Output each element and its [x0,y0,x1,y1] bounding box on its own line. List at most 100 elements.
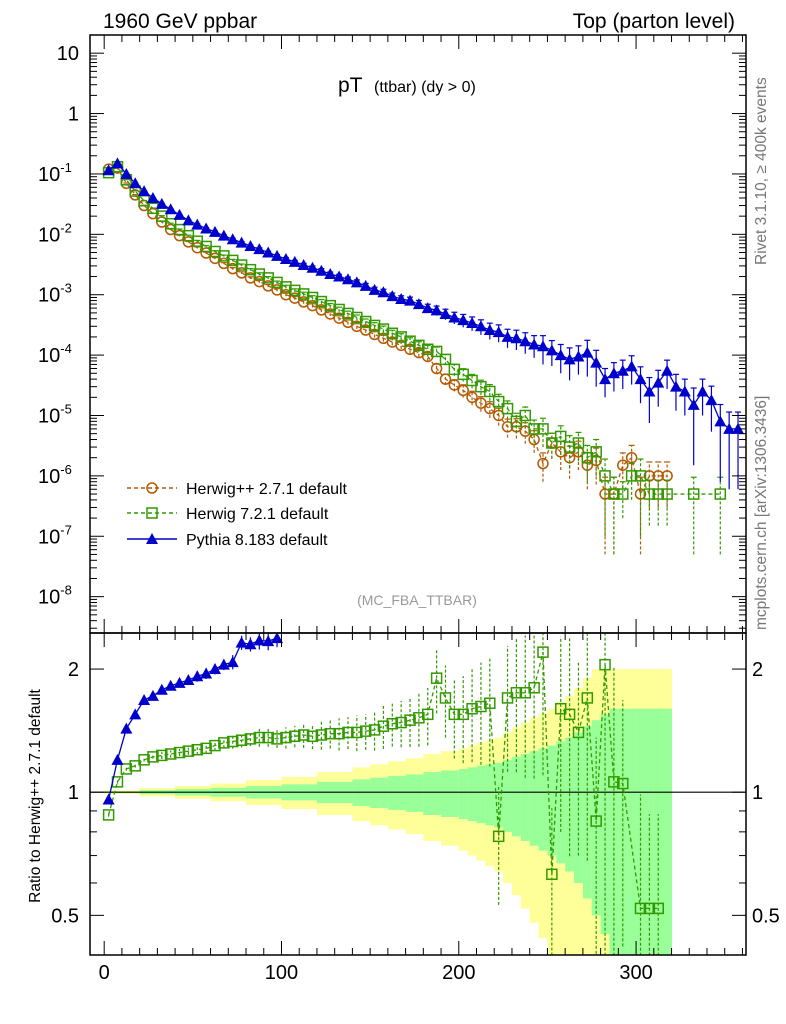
ratio-data-point [342,726,354,739]
plot-title: pT (ttbar) (dy > 0) [338,74,476,97]
ratio-series-0 [102,633,664,955]
main-ytick-label: 10-6 [38,462,72,488]
data-point [368,319,381,332]
mc-band-inner [503,759,513,832]
main-ytick-label: 10-2 [38,220,72,246]
ratio-data-point [563,708,576,721]
data-point [439,353,452,366]
data-point [581,451,594,464]
mc-band-inner [458,768,469,820]
data-point [563,441,576,453]
ratio-data-point [120,722,133,734]
data-point [669,380,682,392]
data-point [643,385,656,397]
data-point [333,270,346,282]
ratio-data-point [244,733,257,745]
legend-label-herwigpp: Herwig++ 2.7.1 default [186,481,348,498]
header-right: Top (parton level) [573,10,735,33]
data-point [404,294,417,306]
ratio-data-point [430,672,443,684]
data-point [590,446,602,458]
data-point [599,373,612,385]
data-point [466,374,478,387]
data-point [705,394,718,406]
ratio-data-point [156,749,168,762]
data-point [288,255,301,267]
data-point [617,459,629,471]
ratio-data-point [271,733,283,745]
data-point [191,241,204,254]
data-point [182,236,195,248]
data-point [625,360,638,372]
data-point [545,344,558,356]
legend-item-herwig7: Herwig 7.2.1 default [127,506,329,523]
ratio-data-point [537,646,549,658]
data-point [289,284,301,297]
ratio-data-point [253,731,266,744]
ratio-data-point [102,793,115,805]
data-point [643,470,656,482]
data-point [359,279,372,291]
ratio-data-point [572,726,585,739]
data-point [359,315,372,328]
data-point [536,340,549,352]
mc-band-inner [485,764,495,826]
ratio-data-point [129,708,142,720]
mc-band-inner [476,765,486,824]
data-point [439,307,452,319]
data-point [501,402,514,415]
data-point [306,261,319,273]
mc-band-inner [547,745,557,856]
ratio-data-point [120,763,133,775]
ratio-ytick-label-left: 2 [68,659,79,681]
data-point [377,286,390,298]
legend-marker-herwigpp [146,482,158,494]
ratio-data-point [164,748,177,760]
main-ytick-label: 10-3 [38,281,72,307]
ratio-data-point [439,692,452,704]
main-ytick-label: 10 [57,43,79,65]
ratio-data-point [164,679,177,691]
mc-band-inner [467,767,478,822]
data-point [510,415,523,428]
mc-band-inner [556,741,566,864]
header-left: 1960 GeV ppbar [103,10,257,33]
data-point [457,314,470,326]
main-ytick-exp: -4 [60,341,72,356]
xtick-label: 0 [99,962,110,984]
data-point [616,364,629,376]
data-point [138,185,151,197]
main-ytick-exp: -3 [60,281,72,296]
ratio-data-point [359,725,372,737]
ratio-data-point [413,712,425,724]
ratio-data-point [475,700,487,713]
mc-band-inner [618,708,628,955]
data-point [280,281,292,293]
legend-label-pythia: Pythia 8.183 default [186,532,328,549]
ratio-data-point [200,742,212,755]
data-point [129,177,142,189]
ratio-data-point [324,727,336,740]
data-point [297,259,310,271]
data-point [448,379,461,391]
ratio-data-point [297,729,310,741]
ratio-data-point [377,720,390,732]
data-point [324,268,337,280]
side-label-upper: Rivet 3.1.10, ≥ 400k events [753,77,770,265]
data-point [297,288,310,300]
data-point [253,275,266,288]
ratio-ylabel: Ratio to Herwig++ 2.7.1 default [27,688,44,902]
data-point [217,229,230,241]
data-point [413,339,425,352]
ratio-data-point [599,658,611,671]
data-point [342,307,354,320]
ratio-series-1 [102,633,284,805]
data-point [271,284,283,296]
data-point [430,362,443,375]
main-ytick-label: 10-1 [38,160,72,186]
data-point [448,311,461,323]
data-point [422,343,434,356]
data-point [102,164,115,176]
data-point [714,488,727,500]
